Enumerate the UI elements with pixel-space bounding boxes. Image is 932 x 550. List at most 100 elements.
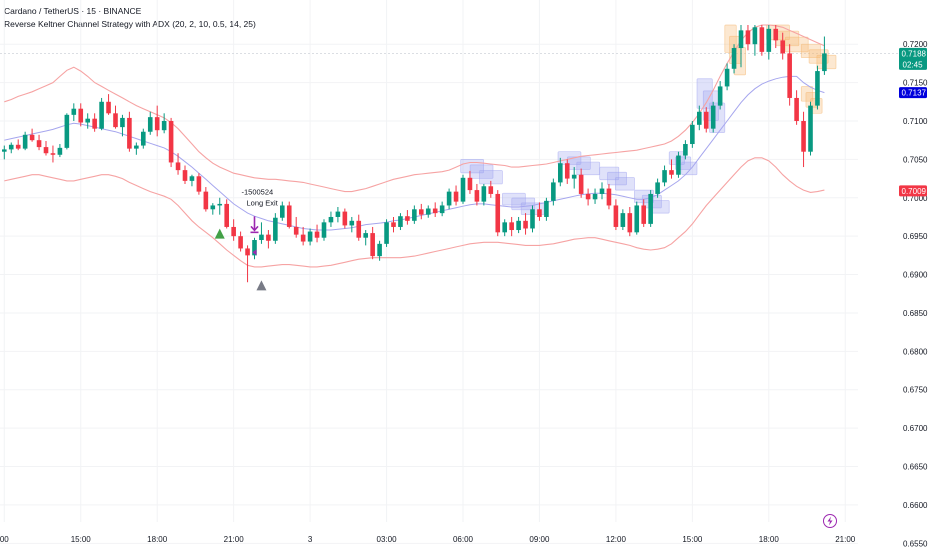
candle [293,226,299,235]
long-exit-arrowhead [250,225,259,232]
candle [585,193,591,200]
price-badge [899,87,927,99]
candle [405,216,410,221]
price-tick-label: 0.6750 [903,386,928,395]
candle [314,231,320,238]
candle [558,163,563,183]
candle [307,231,313,242]
order-id-label: -1500524 [242,187,274,196]
candle [245,248,250,256]
candle [259,234,264,241]
candle [495,193,501,233]
time-tick-label: 09:00 [529,535,550,544]
candle [231,226,236,237]
candle [822,53,827,72]
candle [141,131,146,146]
time-tick-label: 3 [308,535,313,544]
candle [787,53,792,98]
candle [64,114,70,148]
candle [690,124,695,145]
price-tick-label: 0.6950 [903,232,928,241]
price-tick-label: 0.7050 [903,155,928,164]
candle [578,174,584,194]
candle [717,86,723,106]
candle [210,205,216,210]
candle [516,220,521,231]
candle [523,220,528,229]
trade-box [724,24,737,53]
price-tick-label: 0.6600 [903,501,928,510]
candle [134,145,139,149]
candle [217,203,223,206]
flash-button[interactable] [823,514,837,528]
candle [745,30,751,45]
trade-box [649,200,670,214]
candle [509,222,514,231]
candle [571,174,577,179]
candle [196,176,202,192]
candle [335,211,341,217]
candle [773,28,779,41]
candle [794,97,799,121]
time-axis[interactable]: 00 15:00 18:00 21:00 3 03:00 06:00 09:00 12:00 15… [0,535,856,544]
price-badge-countdown: 02:45 [903,60,924,69]
candle [474,190,480,202]
candle [92,118,97,129]
entry-marker [252,249,257,256]
time-tick-label: 00 [0,535,9,544]
time-tick-label: 21:00 [224,535,245,544]
candle [15,144,21,149]
candle [43,147,49,154]
candle [300,234,306,242]
candle [606,188,612,206]
candle [22,134,28,149]
candle [419,209,424,215]
candle [676,155,681,175]
candle [57,147,63,155]
price-tick-label: 0.6650 [903,463,928,472]
candle [29,134,35,141]
price-badge [899,47,927,70]
candle [641,205,646,224]
long-exit-label: Long Exit [247,198,279,207]
candle [766,28,772,52]
candle [252,240,257,256]
candle [724,68,730,87]
candle [662,170,667,183]
candle [669,170,674,175]
candle [99,101,104,129]
time-tick-label: 15:00 [682,535,703,544]
candle [266,234,271,241]
lightning-glyph [827,516,833,526]
time-tick-label: 12:00 [606,535,627,544]
candle [349,220,355,226]
candle [634,205,640,233]
candle [599,188,605,194]
candle [446,191,452,206]
lower-band-line [4,157,825,268]
candle [530,209,535,229]
candle [453,191,459,202]
candle [439,205,445,214]
candle [683,144,688,156]
candle [425,208,431,215]
candle [342,211,348,226]
price-axis[interactable]: 0.7200 0.7150 0.7100 0.7050 0.7000 0.6950 0.69… [903,40,928,548]
candles [2,25,827,283]
candle [752,27,758,45]
candle [203,191,209,210]
candle [815,71,820,106]
trade-box [614,177,635,191]
indicator-legend[interactable]: Reverse Keltner Channel Strategy with AD… [4,19,256,29]
candle [551,182,556,201]
candle [432,208,438,214]
candle [78,108,84,123]
candle [412,209,417,221]
candle [238,236,243,249]
long-entry-arrow [214,228,225,239]
price-badge [899,185,927,197]
candle [613,205,619,227]
price-tick-label: 0.6800 [903,347,928,356]
price-tick-label: 0.6900 [903,271,928,280]
